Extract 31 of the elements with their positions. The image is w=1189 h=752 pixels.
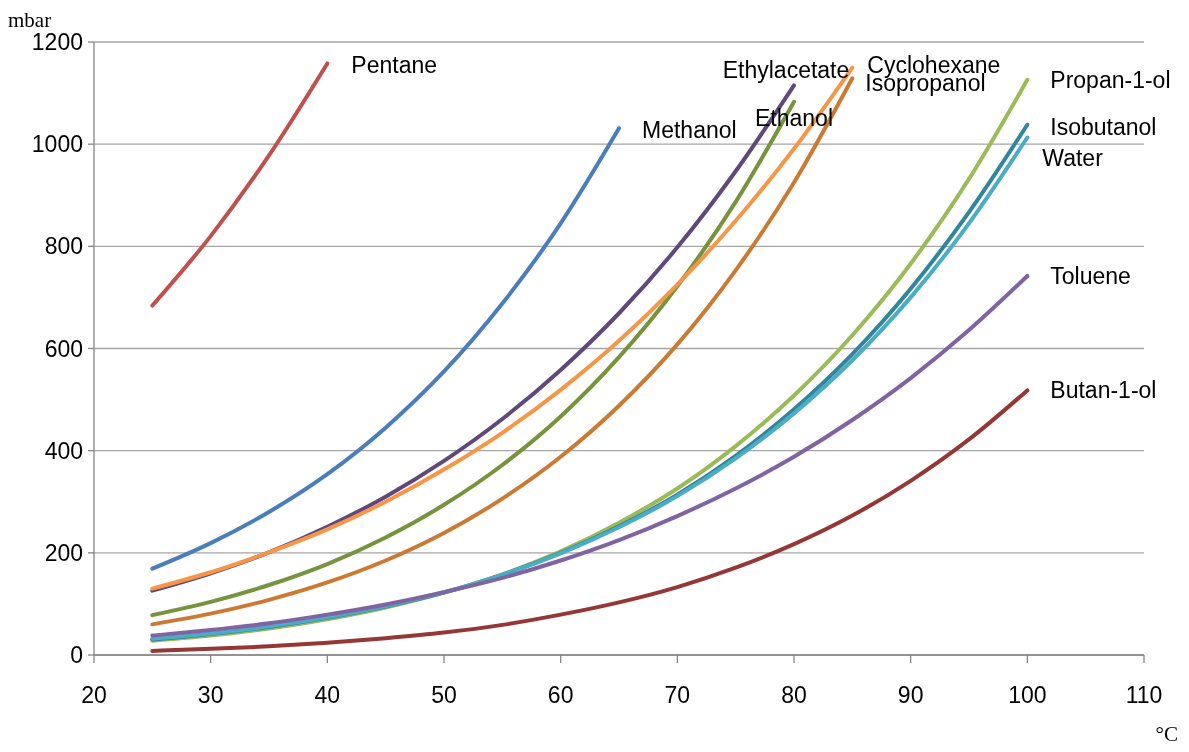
- series-label: Methanol: [642, 117, 737, 144]
- line-series: [150, 388, 1030, 653]
- x-tick-label: 50: [431, 682, 457, 709]
- x-tick-label: 30: [197, 682, 224, 709]
- y-axis-title: mbar: [8, 8, 52, 32]
- y-tick-label: 0: [70, 642, 83, 669]
- series-label: Ethylacetate: [722, 57, 850, 84]
- line-series: [150, 126, 621, 571]
- y-tick-label: 400: [44, 437, 83, 464]
- y-tick-label: 800: [44, 233, 83, 260]
- series-label: Butan-1-ol: [1050, 377, 1157, 404]
- x-tick-label: 110: [1125, 682, 1163, 709]
- line-series: [150, 273, 1030, 638]
- x-tick-label: 90: [897, 682, 924, 709]
- x-tick-label: 20: [81, 682, 107, 709]
- x-tick-label: 40: [314, 682, 341, 709]
- series-label: Pentane: [351, 52, 438, 79]
- x-tick-label: 60: [547, 682, 574, 709]
- x-tick-label: 100: [1008, 682, 1047, 709]
- line-series: [150, 61, 330, 308]
- series-label: Water: [1042, 144, 1104, 171]
- y-tick-label: 1000: [31, 131, 83, 158]
- x-tick-label: 70: [664, 682, 691, 709]
- series-label: Isobutanol: [1050, 113, 1157, 140]
- y-tick-label: 200: [44, 540, 83, 566]
- series-label: Toluene: [1050, 262, 1131, 289]
- x-tick-label: 80: [781, 682, 807, 709]
- x-axis-title: °C: [1155, 722, 1178, 746]
- y-tick-label: 600: [44, 335, 83, 362]
- series-label: Propan-1-ol: [1050, 66, 1171, 93]
- y-tick-label: 1200: [31, 29, 83, 56]
